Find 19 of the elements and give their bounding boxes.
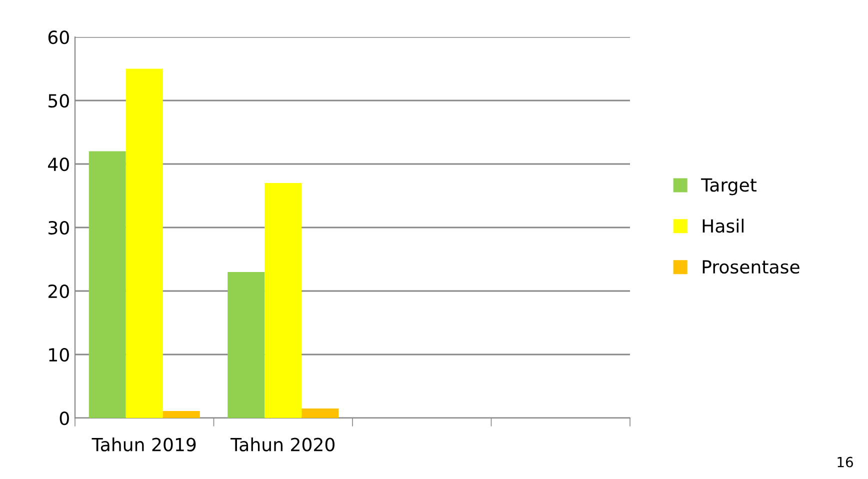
x-tick-label: Tahun 2020 [230, 437, 334, 452]
bar [88, 151, 126, 418]
bar [302, 408, 339, 418]
y-tick-label: 0 [60, 411, 69, 426]
y-tick-label: 50 [48, 94, 69, 108]
x-tick-label: Tahun 2019 [92, 437, 196, 452]
bar [162, 411, 200, 418]
legend-label: Target [701, 178, 757, 196]
bar [228, 272, 265, 418]
legend-label: Hasil [702, 218, 744, 233]
bar [126, 68, 163, 418]
legend-label: Prosentase [702, 260, 800, 274]
y-tick-label: 10 [49, 348, 69, 362]
text: 16 [838, 456, 853, 468]
y-tick-label: 60 [48, 30, 69, 44]
bar [264, 183, 302, 418]
y-tick-label: 40 [48, 157, 69, 172]
y-tick-label: 20 [48, 284, 69, 298]
y-tick-label: 30 [48, 220, 69, 235]
